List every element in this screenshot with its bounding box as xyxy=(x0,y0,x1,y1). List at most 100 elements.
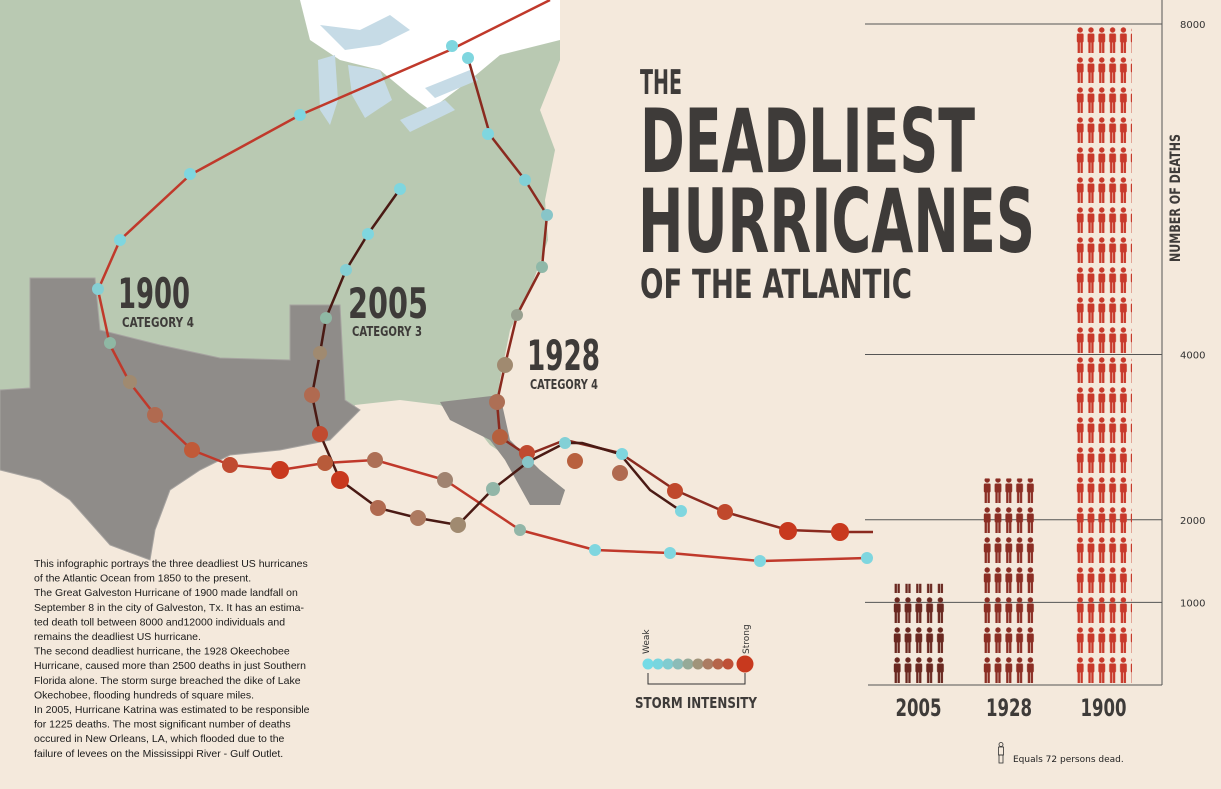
track-dots xyxy=(92,40,873,567)
storm-year: 2005 xyxy=(348,279,428,328)
track-dot xyxy=(147,407,163,423)
track-dot xyxy=(589,544,601,556)
description-line: failure of levees on the Mississippi Riv… xyxy=(34,748,283,760)
track-dot xyxy=(861,552,873,564)
x-tick-label: 2005 xyxy=(896,694,942,722)
legend-dot xyxy=(652,658,664,670)
description-line: The second deadliest hurricane, the 1928… xyxy=(34,646,290,658)
track-dot xyxy=(779,522,797,540)
y-tick-label: 1000 xyxy=(1180,598,1205,609)
track-dot xyxy=(616,448,628,460)
y-tick-label: 4000 xyxy=(1180,351,1205,362)
storm-year: 1928 xyxy=(527,331,600,380)
legend-dot xyxy=(672,658,684,670)
storm-category: CATEGORY 4 xyxy=(530,378,598,393)
bar xyxy=(892,583,945,685)
x-tick-label: 1900 xyxy=(1081,694,1127,722)
track-dot xyxy=(304,387,320,403)
track-dot xyxy=(271,461,289,479)
track-dot xyxy=(317,455,333,471)
track-dot xyxy=(312,426,328,442)
florida xyxy=(440,395,565,505)
track-dot xyxy=(104,337,116,349)
track-dot xyxy=(754,555,766,567)
lake xyxy=(348,65,392,118)
track-dot xyxy=(497,357,513,373)
legend-title: STORM INTENSITY xyxy=(635,694,758,712)
track-dot xyxy=(184,442,200,458)
gulf-states xyxy=(0,277,361,561)
storm-category: CATEGORY 4 xyxy=(122,316,194,331)
track-dot xyxy=(664,547,676,559)
lake xyxy=(318,55,338,125)
track-dot xyxy=(514,524,526,536)
title-line: THE xyxy=(640,63,682,103)
track-dot xyxy=(492,429,508,445)
track-dot xyxy=(123,375,137,389)
track-2005 xyxy=(310,188,682,527)
note: Equals 72 persons dead. xyxy=(1013,755,1124,765)
track-dot xyxy=(362,228,374,240)
legend-dots xyxy=(642,655,754,673)
track-dot xyxy=(450,517,466,533)
legend-weak: Weak xyxy=(642,629,652,654)
legend-dot xyxy=(702,658,714,670)
track-1900 xyxy=(96,0,868,563)
legend-strong: Strong xyxy=(742,624,752,654)
track-dot xyxy=(437,472,453,488)
legend-dot xyxy=(722,658,734,670)
track-dot xyxy=(331,471,349,489)
note-icon xyxy=(998,742,1004,764)
description-line: occured in New Orleans, LA, which floode… xyxy=(34,733,285,745)
y-tick-label: 2000 xyxy=(1180,516,1205,527)
track-dot xyxy=(394,183,406,195)
title: THE DEADLIEST HURRICANES OF THE ATLANTIC xyxy=(638,63,1035,308)
track-dot xyxy=(519,174,531,186)
track-dot xyxy=(612,465,628,481)
track-dot xyxy=(831,523,849,541)
map xyxy=(0,0,873,567)
intensity-legend: Weak Strong STORM INTENSITY xyxy=(635,624,758,712)
bar xyxy=(982,478,1036,685)
track-dot xyxy=(410,510,426,526)
track-dot xyxy=(446,40,458,52)
track-dot xyxy=(184,168,196,180)
lake xyxy=(425,70,478,98)
track-dot xyxy=(486,482,500,496)
y-axis-label: NUMBER OF DEATHS xyxy=(1168,134,1184,262)
track-dot xyxy=(717,504,733,520)
title-line: OF THE ATLANTIC xyxy=(640,262,912,308)
track-dot xyxy=(370,500,386,516)
legend-dot xyxy=(662,658,674,670)
track-dot xyxy=(320,312,332,324)
title-line: HURRICANES xyxy=(638,170,1035,273)
track-dot xyxy=(536,261,548,273)
track-dot xyxy=(294,109,306,121)
track-dot xyxy=(340,264,352,276)
lake xyxy=(400,100,455,132)
lake xyxy=(320,15,410,50)
track-dot xyxy=(462,52,474,64)
track-dot xyxy=(482,128,494,140)
legend-dot xyxy=(692,658,704,670)
storm-year: 1900 xyxy=(118,269,190,318)
legend-dot xyxy=(682,658,694,670)
description-line: for 1225 deaths. The most significant nu… xyxy=(34,719,291,731)
description-line: The Great Galveston Hurricane of 1900 ma… xyxy=(34,587,298,599)
description-line: This infographic portrays the three dead… xyxy=(34,558,308,570)
description-line: September 8 in the city of Galveston, Tx… xyxy=(34,602,305,614)
legend-dot xyxy=(736,655,754,673)
legend-dot xyxy=(642,658,654,670)
y-tick-label: 8000 xyxy=(1180,20,1205,31)
track-dot xyxy=(567,453,583,469)
track-dot xyxy=(675,505,687,517)
x-tick-label: 1928 xyxy=(986,694,1032,722)
map-labels: 1900 CATEGORY 4 2005 CATEGORY 3 1928 CAT… xyxy=(118,269,600,393)
track-dot xyxy=(92,283,104,295)
track-dot xyxy=(114,234,126,246)
description-line: remains the deadliest US hurricane. xyxy=(34,631,201,643)
description-line: Florida alone. The storm surge breached … xyxy=(34,675,301,687)
chart: 1000 2000 4000 8000 NUMBER OF DEATHS 2005 1928… xyxy=(865,0,1205,765)
track-dot xyxy=(367,452,383,468)
